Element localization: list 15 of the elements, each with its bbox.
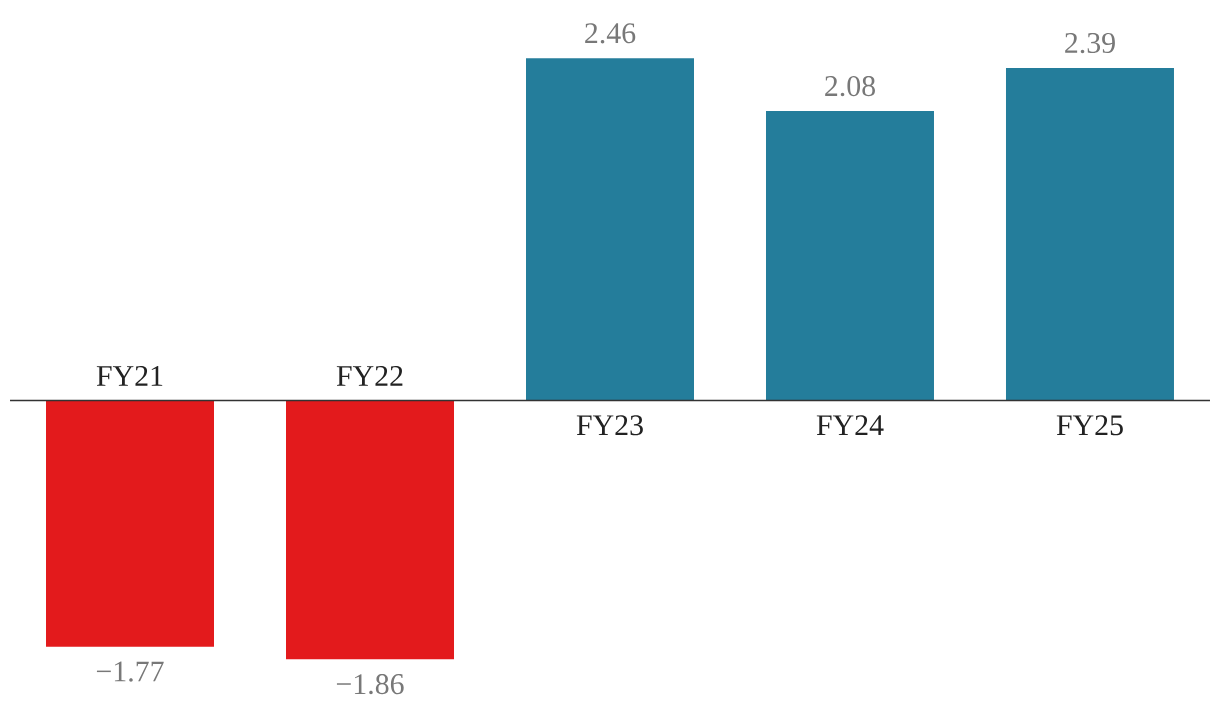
x-tick-label: FY25	[1056, 415, 1123, 436]
data-label: −1.86	[336, 674, 404, 695]
x-tick-label: FY21	[96, 365, 163, 386]
bar	[1005, 67, 1174, 401]
data-label: 2.08	[825, 76, 875, 97]
data-label: −1.77	[96, 661, 164, 682]
bar	[46, 400, 214, 647]
x-tick-label: FY22	[336, 365, 403, 386]
bar	[526, 58, 694, 401]
x-tick-label: FY24	[816, 415, 884, 436]
data-label: 2.46	[585, 23, 636, 44]
data-label: 2.39	[1065, 32, 1115, 54]
bar	[766, 111, 934, 401]
x-tick-label: FY23	[576, 415, 643, 436]
bar	[286, 400, 455, 660]
